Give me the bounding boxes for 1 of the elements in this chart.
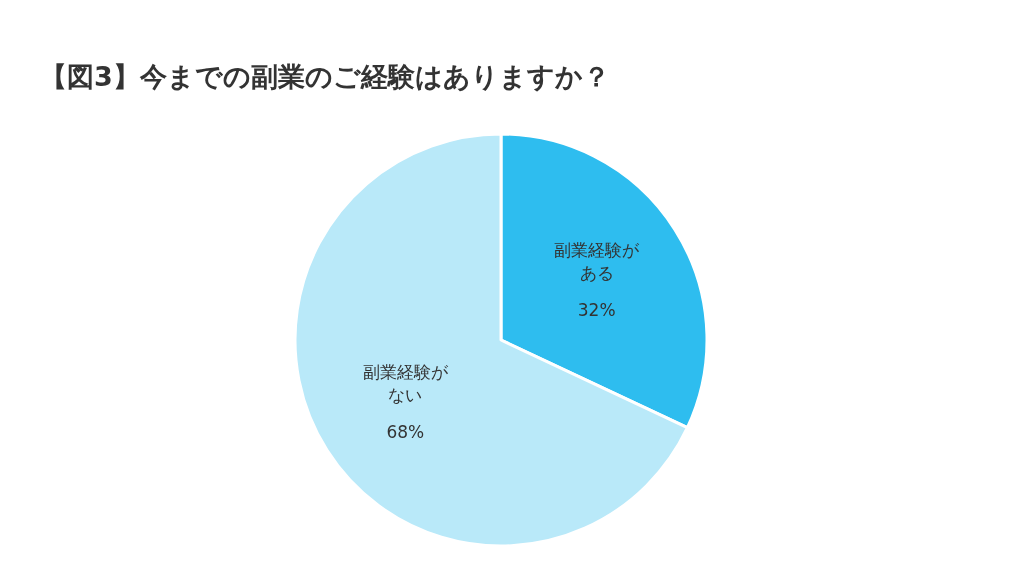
- title: 【図3】今までの副業のご経験はありますか？: [40, 61, 610, 92]
